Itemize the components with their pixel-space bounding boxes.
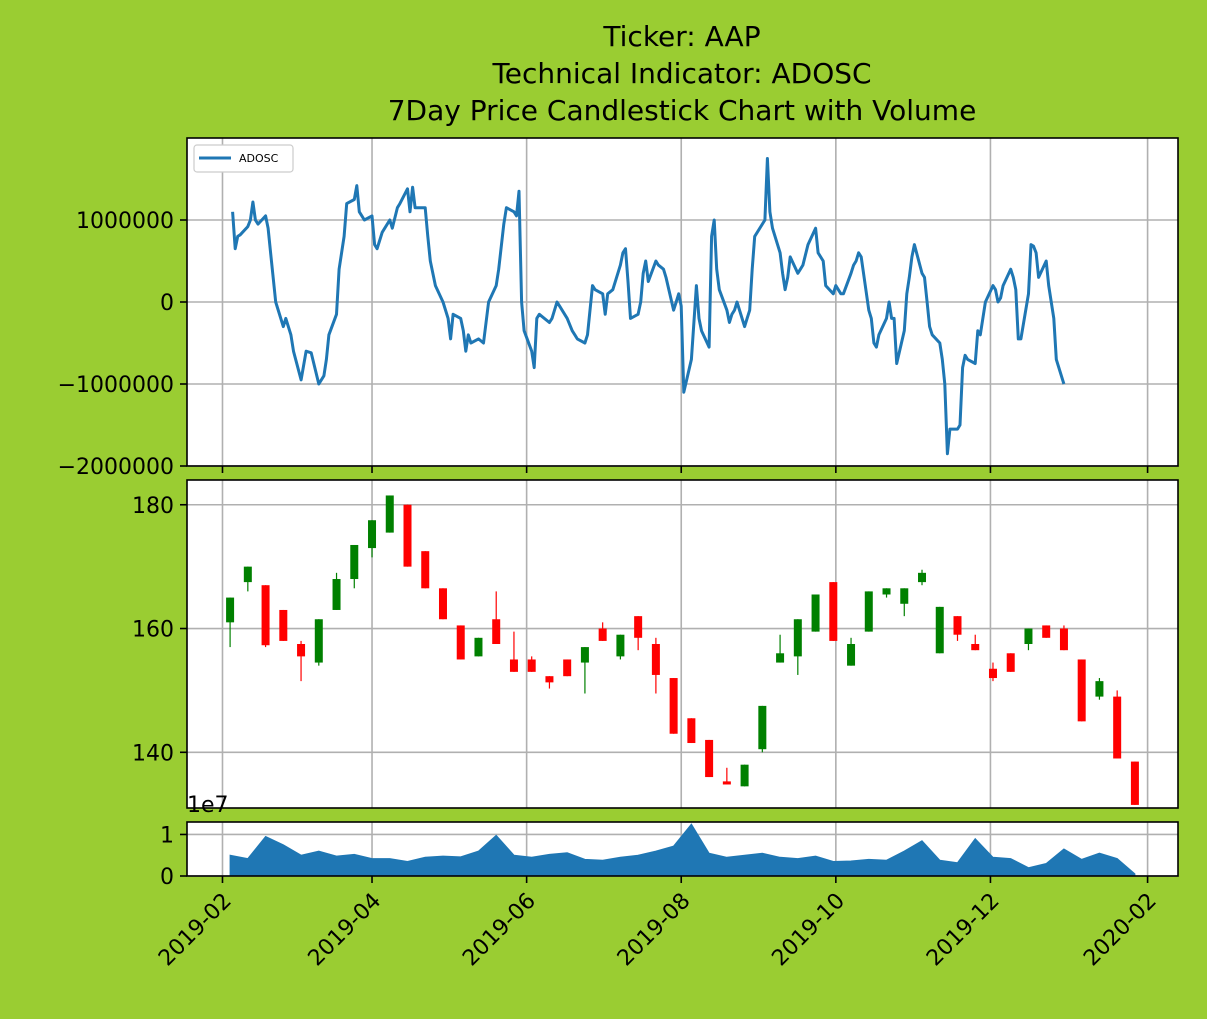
candle-body [634, 616, 643, 638]
candlesticks [226, 495, 1139, 805]
candle-body [705, 739, 714, 778]
volume-y-tick-label: 1 [160, 823, 174, 848]
candle-body [687, 718, 696, 744]
candle-body [651, 644, 660, 675]
title-line-3: 7Day Price Candlestick Chart with Volume [388, 94, 977, 127]
candle-body [385, 495, 394, 533]
candle-body [421, 551, 430, 589]
candle-body [847, 644, 856, 666]
title-line-2: Technical Indicator: ADOSC [491, 57, 871, 90]
candle-body [243, 566, 252, 583]
indicator-y-ticks: −2000000 −1000000 0 1000000 [58, 209, 187, 480]
candle-body [545, 676, 554, 683]
candle-body [793, 619, 802, 657]
candle-body [332, 579, 341, 610]
price-panel-frame [186, 479, 1179, 809]
legend-box [193, 144, 294, 173]
candle-body [403, 504, 412, 567]
candle-body [226, 597, 235, 623]
candle-body [456, 625, 465, 660]
x-tick-label: 2020-02 [1079, 889, 1162, 972]
x-axis-ticks: 2019-02 2019-04 2019-06 2019-08 2019-10 2019-… [154, 876, 1162, 971]
candle-body [527, 659, 536, 672]
price-gridlines [187, 480, 1178, 808]
x-tick-label: 2019-08 [613, 889, 696, 972]
x-tick-label: 2019-12 [922, 889, 1005, 972]
candle-body [1130, 761, 1139, 805]
candle-body [669, 678, 678, 734]
candle-body [1095, 681, 1104, 697]
volume-area [229, 823, 1136, 877]
price-y-ticks: 140 160 180 [132, 494, 187, 766]
indicator-y-tick-label: 1000000 [76, 209, 174, 234]
price-y-tick-label: 140 [132, 741, 174, 766]
x-tick-label: 2019-06 [458, 889, 541, 972]
candle-body [1077, 659, 1086, 722]
candle-body [953, 616, 962, 635]
candle-body [616, 634, 625, 657]
indicator-x-ticks [221, 466, 1149, 473]
volume-panel: 1e7 01 2019-02 2019-04 2019-06 2019-08 2019-… [154, 793, 1179, 971]
candle-body [918, 572, 927, 583]
candle-body [350, 544, 359, 580]
candle-body [864, 591, 873, 632]
candle-body [1042, 625, 1051, 638]
candle-body [261, 585, 270, 646]
candle-body [314, 619, 323, 663]
chart-title: Ticker: AAP Technical Indicator: ADOSC 7… [388, 20, 977, 127]
price-y-tick-label: 160 [132, 618, 174, 643]
indicator-y-tick-label: −1000000 [58, 373, 174, 398]
price-y-tick-label: 180 [132, 494, 174, 519]
price-panel-background [187, 480, 1178, 808]
candle-body [474, 637, 483, 657]
volume-panel-frame [186, 821, 1179, 877]
candle-body [900, 588, 909, 604]
candle-body [509, 659, 518, 672]
indicator-y-tick-label: 0 [160, 291, 174, 316]
candle-body [811, 594, 820, 632]
x-tick-label: 2019-04 [304, 889, 387, 972]
candle-body [580, 647, 589, 663]
candle-body [1024, 628, 1033, 644]
candle-body [882, 588, 891, 595]
volume-scale-label: 1e7 [187, 793, 229, 818]
candle-body [492, 619, 501, 644]
adosc-line [231, 157, 1066, 456]
indicator-y-tick-label: −2000000 [58, 455, 174, 480]
candle-body [1059, 628, 1068, 651]
x-tick-label: 2019-02 [154, 889, 237, 972]
x-tick-label: 2019-10 [767, 889, 850, 972]
candle-body [563, 659, 572, 677]
candle-body [971, 644, 980, 651]
volume-y-ticks: 01 [160, 823, 187, 890]
candle-body [758, 705, 767, 750]
candle-body [988, 668, 997, 679]
candle-body [1113, 696, 1122, 759]
legend: ADOSC [193, 144, 294, 173]
candle-body [598, 628, 607, 641]
candle-body [368, 520, 377, 549]
volume-y-tick-label: 0 [160, 865, 174, 890]
candle-body [935, 606, 944, 654]
price-panel: 140 160 180 [132, 479, 1179, 809]
candle-body [740, 764, 749, 787]
indicator-panel: −2000000 −1000000 0 1000000 ADOSC [58, 137, 1179, 480]
candle-body [438, 588, 447, 620]
candle-body [722, 781, 731, 785]
candle-body [829, 582, 838, 641]
legend-label-adosc: ADOSC [239, 152, 279, 165]
title-line-1: Ticker: AAP [602, 20, 760, 53]
candle-body [297, 644, 306, 657]
candle-body [279, 609, 288, 641]
candle-body [776, 653, 785, 663]
candle-body [1006, 653, 1015, 672]
